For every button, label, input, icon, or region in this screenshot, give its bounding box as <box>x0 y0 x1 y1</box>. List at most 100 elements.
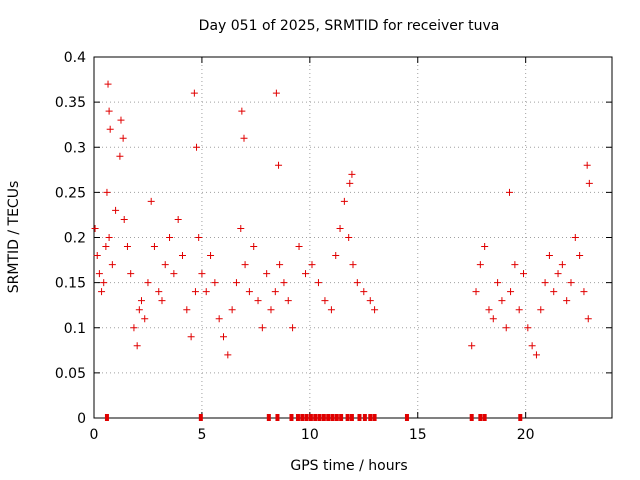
data-point <box>349 261 357 269</box>
data-point <box>576 252 584 260</box>
data-point <box>267 306 275 314</box>
data-point <box>104 80 112 88</box>
data-point <box>93 252 101 260</box>
data-point <box>520 270 528 278</box>
data-point <box>158 297 166 305</box>
data-point <box>348 170 356 178</box>
data-point <box>91 224 99 232</box>
data-point <box>144 279 152 287</box>
data-point <box>240 134 248 142</box>
data-point <box>100 279 108 287</box>
data-point <box>360 288 368 296</box>
data-point <box>166 234 174 241</box>
data-point <box>191 288 199 296</box>
data-point <box>108 261 116 269</box>
data-point <box>207 252 215 260</box>
data-point <box>161 261 169 269</box>
gap-marker <box>339 414 344 421</box>
data-point <box>105 107 113 115</box>
data-point <box>183 306 191 314</box>
gap-marker <box>404 414 409 421</box>
data-point <box>198 270 206 278</box>
x-tick-label: 10 <box>301 427 319 443</box>
data-point <box>116 152 124 160</box>
data-point <box>193 143 201 151</box>
data-point <box>537 306 545 314</box>
data-point <box>289 324 297 332</box>
gap-marker <box>295 414 300 421</box>
data-point <box>314 279 322 287</box>
data-point <box>353 279 361 287</box>
data-point <box>215 315 223 323</box>
data-point <box>187 333 195 341</box>
data-point <box>485 306 493 314</box>
data-point <box>532 351 540 359</box>
data-point <box>112 206 120 214</box>
x-tick-label: 20 <box>517 427 535 443</box>
data-point <box>224 351 232 359</box>
data-point <box>220 333 227 341</box>
data-point <box>528 342 536 350</box>
gap-markers <box>104 414 523 421</box>
gap-marker <box>266 414 271 421</box>
y-axis-label: SRMTID / TECUs <box>6 181 22 294</box>
gap-marker <box>469 414 474 421</box>
y-tick-label: 0.25 <box>55 185 86 201</box>
data-point <box>585 179 593 187</box>
data-point <box>481 243 489 251</box>
data-point <box>178 252 186 260</box>
gap-marker <box>478 414 483 421</box>
data-point <box>502 324 510 332</box>
gap-marker <box>372 414 377 421</box>
data-point <box>295 243 303 251</box>
chart-title: Day 051 of 2025, SRMTID for receiver tuv… <box>199 18 500 34</box>
data-point <box>117 116 125 124</box>
gap-marker <box>300 414 305 421</box>
data-point <box>515 306 523 314</box>
data-point <box>302 270 310 278</box>
data-point <box>327 306 335 314</box>
data-point <box>137 297 145 305</box>
data-point <box>276 261 284 269</box>
y-tick-label: 0.1 <box>64 321 86 337</box>
data-point <box>238 107 246 115</box>
data-point <box>271 288 279 296</box>
data-point <box>507 288 515 296</box>
y-tick-label: 0.05 <box>55 366 86 382</box>
gap-marker <box>317 414 322 421</box>
data-point <box>584 315 592 323</box>
gap-marker <box>313 414 318 421</box>
data-point <box>245 288 253 296</box>
data-point <box>102 243 110 251</box>
gap-marker <box>334 414 339 421</box>
gap-marker <box>198 414 203 421</box>
data-point <box>141 315 149 323</box>
data-point <box>489 315 497 323</box>
data-point <box>554 270 562 278</box>
data-point <box>563 297 571 305</box>
gap-marker <box>304 414 309 421</box>
data-point <box>258 324 266 332</box>
data-point <box>345 234 353 241</box>
data-point <box>98 288 106 296</box>
data-point <box>336 224 344 232</box>
gap-marker <box>289 414 294 421</box>
data-point <box>308 261 316 269</box>
gap-marker <box>368 414 373 421</box>
y-tick-label: 0.2 <box>64 231 86 247</box>
data-point <box>284 297 292 305</box>
data-point <box>106 125 114 133</box>
data-point <box>346 179 354 187</box>
gap-marker <box>518 414 523 421</box>
gap-marker <box>104 414 109 421</box>
data-point <box>263 270 271 278</box>
data-point <box>127 270 135 278</box>
data-point <box>232 279 240 287</box>
data-point <box>150 243 158 251</box>
gap-marker <box>275 414 280 421</box>
data-point <box>133 342 141 350</box>
x-tick-label: 5 <box>197 427 206 443</box>
y-tick-label: 0.3 <box>64 140 86 156</box>
data-point <box>254 297 262 305</box>
data-point <box>280 279 288 287</box>
